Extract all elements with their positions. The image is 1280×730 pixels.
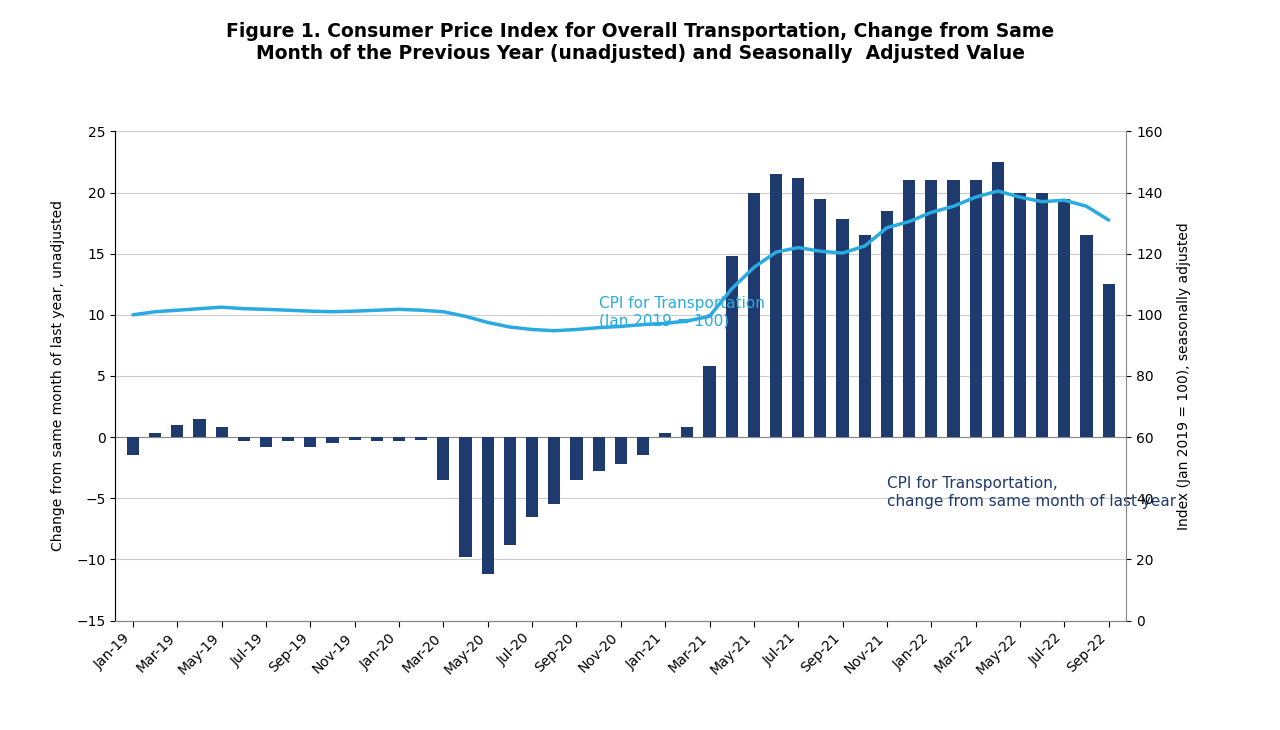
Bar [1014, 193, 1027, 437]
Bar [548, 437, 561, 504]
Text: CPI for Transportation
(Jan 2019 = 100): CPI for Transportation (Jan 2019 = 100) [599, 296, 764, 329]
Bar [172, 425, 183, 437]
Bar [260, 437, 273, 447]
Bar [704, 366, 716, 437]
Bar [305, 437, 316, 447]
Bar [1059, 199, 1070, 437]
Bar [902, 180, 915, 437]
Bar [526, 437, 538, 517]
Bar [415, 437, 428, 439]
Bar [215, 427, 228, 437]
Bar [792, 178, 804, 437]
Bar [726, 256, 737, 437]
Bar [371, 437, 383, 441]
Bar [571, 437, 582, 480]
Text: Figure 1. Consumer Price Index for Overall Transportation, Change from Same
Mont: Figure 1. Consumer Price Index for Overa… [227, 22, 1053, 63]
Bar [282, 437, 294, 441]
Bar [1036, 193, 1048, 437]
Bar [659, 434, 671, 437]
Bar [593, 437, 604, 472]
Bar [148, 434, 161, 437]
Y-axis label: Index (Jan 2019 = 100), seasonally adjusted: Index (Jan 2019 = 100), seasonally adjus… [1176, 222, 1190, 530]
Bar [836, 220, 849, 437]
Bar [460, 437, 471, 557]
Bar [947, 180, 960, 437]
Bar [637, 437, 649, 456]
Bar [814, 199, 827, 437]
Bar [326, 437, 339, 443]
Bar [393, 437, 406, 441]
Bar [1102, 284, 1115, 437]
Bar [504, 437, 516, 545]
Bar [614, 437, 627, 464]
Bar [127, 437, 140, 456]
Bar [992, 162, 1004, 437]
Bar [438, 437, 449, 480]
Bar [925, 180, 937, 437]
Text: CPI for Transportation,
change from same month of last year: CPI for Transportation, change from same… [887, 476, 1176, 509]
Bar [881, 211, 893, 437]
Bar [771, 174, 782, 437]
Bar [859, 235, 870, 437]
Bar [238, 437, 250, 441]
Bar [481, 437, 494, 574]
Bar [348, 437, 361, 439]
Bar [969, 180, 982, 437]
Bar [748, 193, 760, 437]
Bar [1080, 235, 1093, 437]
Bar [681, 427, 694, 437]
Y-axis label: Change from same month of last year, unadjusted: Change from same month of last year, una… [51, 201, 65, 551]
Bar [193, 419, 206, 437]
